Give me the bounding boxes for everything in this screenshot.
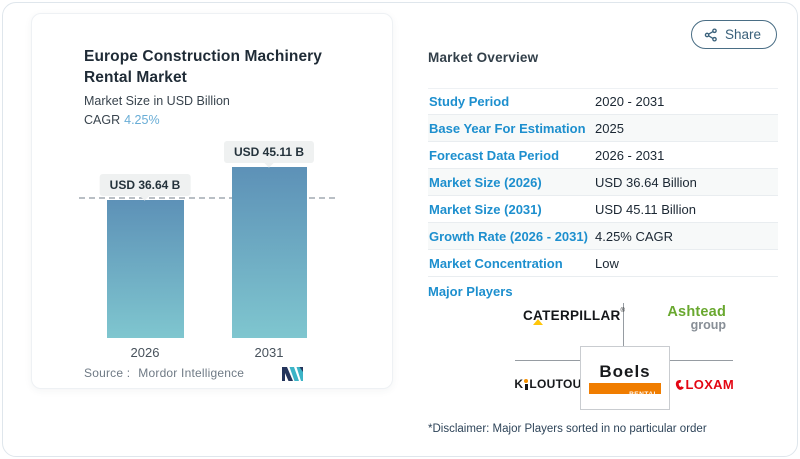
major-players-label: Major Players — [428, 284, 513, 299]
table-row: Market Size (2026) USD 36.64 Billion — [428, 169, 778, 196]
caterpillar-triangle-icon — [533, 319, 543, 325]
table-row: Forecast Data Period 2026 - 2031 — [428, 142, 778, 169]
row-label: Base Year For Estimation — [429, 120, 586, 136]
row-value: 2026 - 2031 — [595, 147, 665, 163]
market-size-chart-card: Europe Construction Machinery Rental Mar… — [31, 13, 393, 389]
cagr-label: CAGR — [84, 113, 121, 127]
source-row: Source : Mordor Intelligence — [84, 366, 344, 381]
ashtead-group-word: group — [690, 317, 726, 332]
table-row: Base Year For Estimation 2025 — [428, 115, 778, 142]
market-overview-panel: Market Overview Study Period 2020 - 2031… — [428, 3, 784, 456]
x-tick-2026: 2026 — [130, 345, 160, 360]
kiloutou-figure-icon — [524, 379, 529, 390]
boels-rental-banner: RENTAL — [589, 383, 661, 398]
row-value: 2025 — [595, 120, 624, 136]
row-label: Market Size (2031) — [429, 201, 542, 217]
chart-cagr: CAGR 4.25% — [84, 113, 160, 127]
row-value: 4.25% CAGR — [595, 228, 674, 244]
share-button[interactable]: Share — [690, 20, 777, 49]
chart-title: Europe Construction Machinery Rental Mar… — [84, 48, 323, 87]
players-connector-left — [515, 360, 580, 361]
row-label: Growth Rate (2026 - 2031) — [429, 228, 588, 244]
caterpillar-logo: CATERPILLAR® — [523, 308, 625, 325]
share-label: Share — [724, 27, 761, 42]
registered-mark: ® — [620, 308, 626, 314]
players-connector-right — [670, 360, 733, 361]
loxam-logo: LOXAM — [674, 377, 734, 392]
loxam-wordmark: LOXAM — [685, 377, 734, 392]
ashtead-wordmark: Ashtead — [667, 304, 726, 320]
ashtead-group-logo: Ashtead group — [646, 305, 726, 331]
row-value: USD 45.11 Billion — [595, 201, 696, 217]
row-value: 2020 - 2031 — [595, 94, 665, 109]
overview-table: Study Period 2020 - 2031 Base Year For E… — [428, 88, 778, 277]
bar-2026 — [107, 200, 184, 338]
bar-label-2031: USD 45.11 B — [223, 141, 315, 163]
panel-heading: Market Overview — [428, 50, 539, 65]
boels-rental-text: RENTAL — [629, 391, 658, 398]
row-value: USD 36.64 Billion — [595, 174, 697, 190]
disclaimer-text: *Disclaimer: Major Players sorted in no … — [428, 423, 707, 435]
loxam-ring-icon — [674, 378, 686, 391]
share-icon — [704, 27, 718, 42]
row-label: Market Size (2026) — [429, 174, 542, 190]
bar-2031 — [232, 167, 307, 338]
row-label: Study Period — [429, 94, 510, 109]
bar-label-2026: USD 36.64 B — [99, 174, 191, 196]
kiloutou-k: K — [514, 377, 524, 391]
cagr-value: 4.25% — [124, 113, 160, 127]
table-row: Growth Rate (2026 - 2031) 4.25% CAGR — [428, 223, 778, 250]
table-row: Market Size (2031) USD 45.11 Billion — [428, 196, 778, 223]
source-value: Mordor Intelligence — [138, 366, 245, 380]
row-label: Forecast Data Period — [429, 147, 560, 163]
kiloutou-rest: LOUTOU — [529, 377, 582, 391]
boels-logo: Boels RENTAL — [580, 346, 670, 410]
table-row: Market Concentration Low — [428, 250, 778, 277]
reference-dashed-line — [79, 197, 335, 199]
row-label: Market Concentration — [429, 255, 563, 271]
table-row: Study Period 2020 - 2031 — [428, 88, 778, 115]
x-tick-2031: 2031 — [254, 345, 284, 360]
kiloutou-logo: K LOUTOU — [513, 377, 583, 391]
row-value: Low — [595, 255, 619, 271]
mordor-intelligence-logo-icon — [282, 366, 304, 387]
caterpillar-wordmark: CATERPILLAR — [523, 308, 621, 323]
boels-wordmark: Boels — [599, 362, 651, 381]
chart-subtitle: Market Size in USD Billion — [84, 94, 230, 108]
source-text: Source : Mordor Intelligence — [84, 366, 244, 380]
players-divider-vertical — [623, 303, 624, 346]
source-label: Source : — [84, 366, 131, 380]
